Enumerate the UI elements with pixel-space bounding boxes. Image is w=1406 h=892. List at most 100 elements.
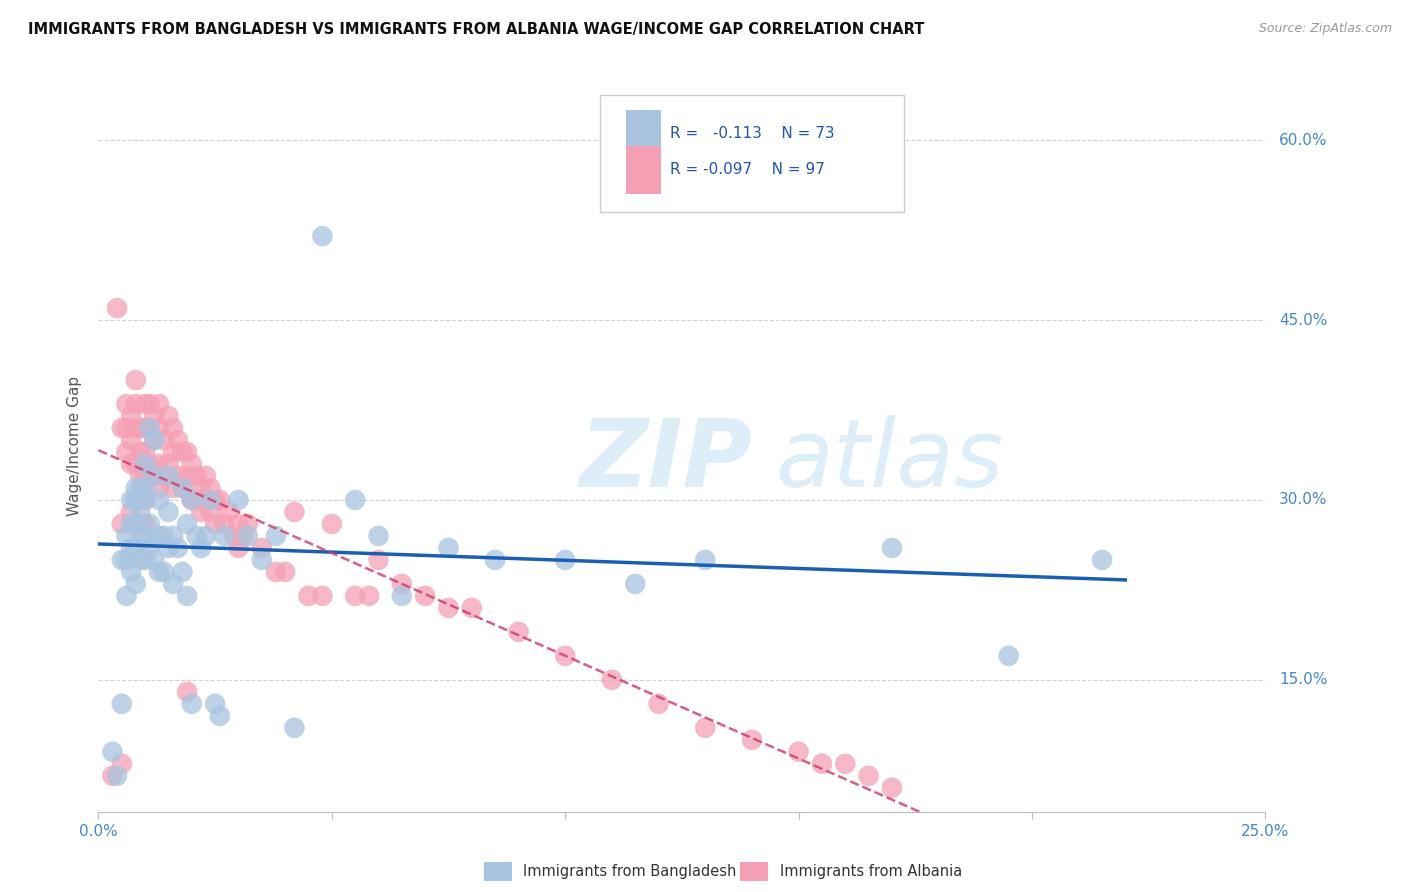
Point bbox=[194, 529, 217, 543]
Point bbox=[554, 553, 576, 567]
Point bbox=[236, 529, 259, 543]
Point bbox=[880, 780, 903, 795]
Point bbox=[125, 516, 148, 531]
Point bbox=[228, 541, 250, 555]
Point bbox=[311, 229, 333, 244]
Point bbox=[115, 589, 138, 603]
Point bbox=[344, 589, 367, 603]
Point bbox=[157, 541, 180, 555]
Point bbox=[834, 756, 856, 771]
Point bbox=[190, 481, 212, 495]
Point bbox=[129, 469, 152, 483]
Text: Immigrants from Bangladesh: Immigrants from Bangladesh bbox=[523, 864, 737, 879]
Point bbox=[120, 433, 142, 447]
Point bbox=[129, 445, 152, 459]
Point bbox=[129, 516, 152, 531]
Point bbox=[143, 409, 166, 423]
Point bbox=[101, 769, 124, 783]
Text: 45.0%: 45.0% bbox=[1279, 312, 1327, 327]
Point bbox=[200, 481, 222, 495]
Point bbox=[186, 469, 208, 483]
Point bbox=[120, 505, 142, 519]
Point bbox=[176, 469, 198, 483]
Point bbox=[208, 492, 231, 507]
Point bbox=[162, 529, 184, 543]
Point bbox=[359, 589, 381, 603]
Point bbox=[695, 721, 717, 735]
Point bbox=[120, 516, 142, 531]
Point bbox=[157, 469, 180, 483]
Point bbox=[143, 469, 166, 483]
Point bbox=[125, 541, 148, 555]
Point bbox=[232, 529, 254, 543]
Point bbox=[186, 492, 208, 507]
Point bbox=[143, 433, 166, 447]
FancyBboxPatch shape bbox=[600, 95, 904, 212]
Point bbox=[157, 505, 180, 519]
Point bbox=[508, 624, 530, 639]
Point bbox=[129, 553, 152, 567]
Point bbox=[134, 445, 156, 459]
Point bbox=[200, 505, 222, 519]
Point bbox=[125, 577, 148, 591]
Point bbox=[157, 409, 180, 423]
Text: Immigrants from Albania: Immigrants from Albania bbox=[780, 864, 962, 879]
Point bbox=[236, 516, 259, 531]
Text: ZIP: ZIP bbox=[579, 415, 752, 507]
Point bbox=[180, 457, 202, 471]
Point bbox=[166, 433, 188, 447]
Point bbox=[367, 553, 389, 567]
Point bbox=[125, 481, 148, 495]
Point bbox=[228, 516, 250, 531]
Point bbox=[297, 589, 319, 603]
Point bbox=[139, 457, 162, 471]
Point bbox=[148, 397, 170, 411]
Point bbox=[157, 457, 180, 471]
Point bbox=[148, 457, 170, 471]
Point bbox=[139, 397, 162, 411]
Point bbox=[204, 492, 226, 507]
Point bbox=[437, 600, 460, 615]
Point bbox=[134, 492, 156, 507]
Point bbox=[143, 433, 166, 447]
Point bbox=[152, 469, 174, 483]
Point bbox=[139, 421, 162, 435]
Point bbox=[997, 648, 1019, 663]
Point bbox=[695, 553, 717, 567]
Point bbox=[162, 577, 184, 591]
Point bbox=[115, 445, 138, 459]
Point bbox=[600, 673, 623, 687]
Point bbox=[283, 721, 305, 735]
Point bbox=[148, 565, 170, 579]
Point bbox=[461, 600, 484, 615]
Point bbox=[152, 565, 174, 579]
Point bbox=[125, 492, 148, 507]
Point bbox=[148, 492, 170, 507]
Point bbox=[125, 373, 148, 387]
Point bbox=[105, 301, 128, 315]
Point bbox=[111, 516, 134, 531]
Point bbox=[413, 589, 436, 603]
Point bbox=[139, 541, 162, 555]
Point bbox=[194, 469, 217, 483]
Point bbox=[180, 492, 202, 507]
Point bbox=[172, 445, 194, 459]
Point bbox=[166, 469, 188, 483]
Point bbox=[162, 445, 184, 459]
Point bbox=[228, 492, 250, 507]
Point bbox=[344, 492, 367, 507]
Point bbox=[162, 481, 184, 495]
Point bbox=[134, 457, 156, 471]
Point bbox=[134, 397, 156, 411]
Point bbox=[554, 648, 576, 663]
Point bbox=[250, 541, 273, 555]
Point bbox=[129, 421, 152, 435]
Y-axis label: Wage/Income Gap: Wage/Income Gap bbox=[67, 376, 83, 516]
Point bbox=[134, 529, 156, 543]
Point bbox=[125, 421, 148, 435]
Text: Source: ZipAtlas.com: Source: ZipAtlas.com bbox=[1258, 22, 1392, 36]
Point bbox=[148, 481, 170, 495]
Point bbox=[172, 481, 194, 495]
Point bbox=[176, 516, 198, 531]
Text: IMMIGRANTS FROM BANGLADESH VS IMMIGRANTS FROM ALBANIA WAGE/INCOME GAP CORRELATIO: IMMIGRANTS FROM BANGLADESH VS IMMIGRANTS… bbox=[28, 22, 925, 37]
